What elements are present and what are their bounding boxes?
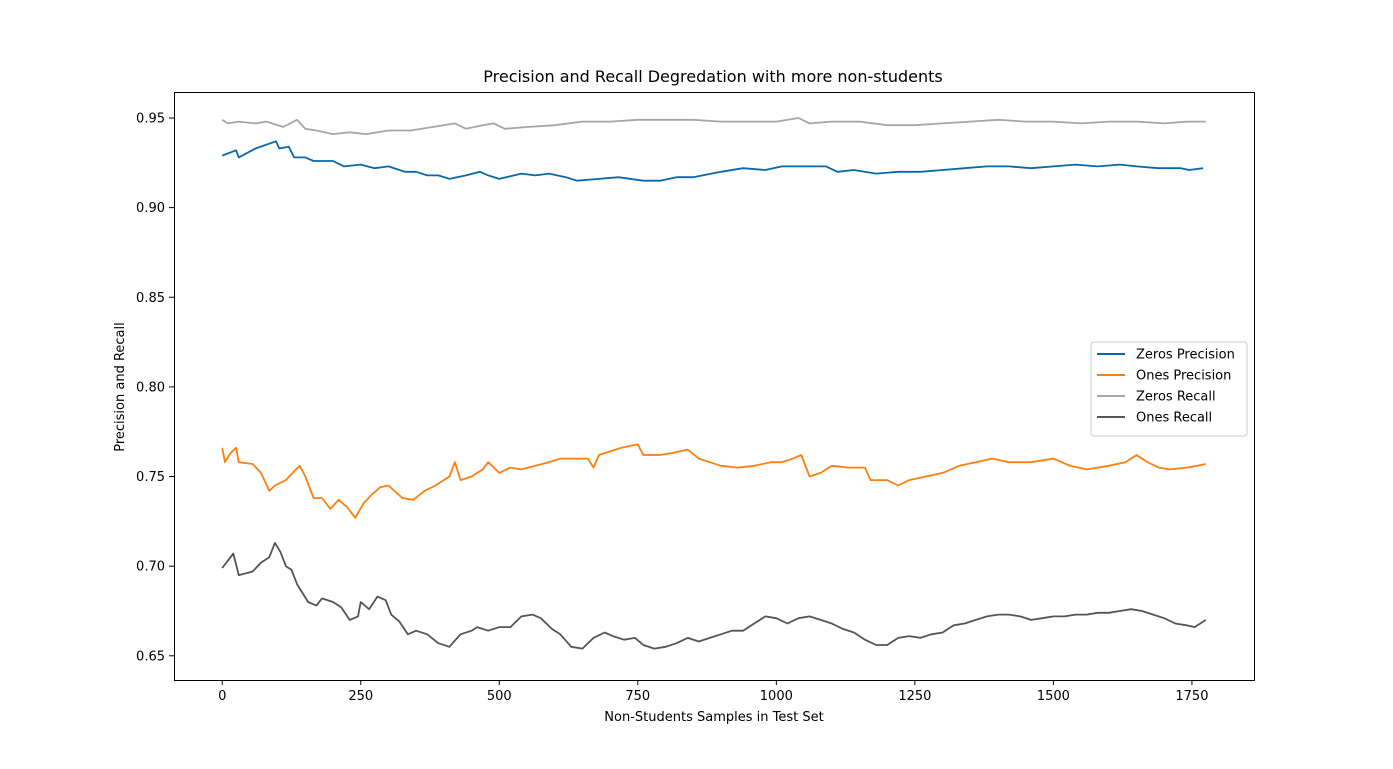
series-lines bbox=[221, 117, 1207, 650]
x-tick-label: 500 bbox=[487, 689, 512, 704]
x-axis-label: Non-Students Samples in Test Set bbox=[604, 710, 823, 725]
y-tick-label: 0.75 bbox=[136, 470, 165, 485]
series-line-zeros-recall bbox=[221, 117, 1206, 135]
legend: Zeros Precision Ones Precision Zeros Recal… bbox=[1090, 341, 1248, 437]
x-tick-label: 1250 bbox=[898, 689, 931, 704]
legend-label: Ones Precision bbox=[1136, 369, 1231, 384]
series-line-zeros-precision bbox=[221, 140, 1204, 182]
series-line-ones-recall bbox=[221, 542, 1207, 650]
x-tick-label: 750 bbox=[625, 689, 650, 704]
legend-box bbox=[1090, 341, 1248, 437]
x-tick-label: 1500 bbox=[1037, 689, 1070, 704]
x-tick-label: 250 bbox=[348, 689, 373, 704]
chart-title: Precision and Recall Degredation with mo… bbox=[483, 67, 942, 86]
legend-label: Ones Recall bbox=[1136, 411, 1212, 426]
x-tick-label: 0 bbox=[218, 689, 226, 704]
y-tick-label: 0.85 bbox=[136, 291, 165, 306]
y-tick-label: 0.70 bbox=[136, 560, 165, 575]
y-tick-label: 0.90 bbox=[136, 201, 165, 216]
axis-ticks: 0 250 500 750 1000 1250 1500 1750 0.65 0.70 0.75 0.… bbox=[136, 111, 1208, 704]
legend-label: Zeros Recall bbox=[1136, 390, 1216, 405]
y-tick-label: 0.65 bbox=[136, 649, 165, 664]
plot-frame bbox=[174, 92, 1255, 681]
y-axis-label: Precision and Recall bbox=[113, 322, 128, 452]
x-tick-label: 1000 bbox=[760, 689, 793, 704]
legend-label: Zeros Precision bbox=[1136, 348, 1235, 363]
y-tick-label: 0.95 bbox=[136, 111, 165, 126]
x-tick-label: 1750 bbox=[1175, 689, 1208, 704]
y-tick-label: 0.80 bbox=[136, 380, 165, 395]
series-line-ones-precision bbox=[221, 443, 1206, 519]
